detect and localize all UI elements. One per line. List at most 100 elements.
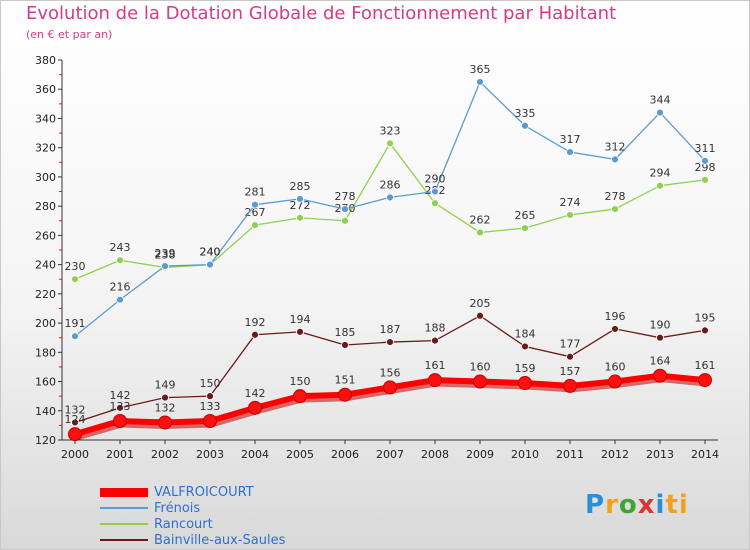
data-label: 335 xyxy=(515,107,536,120)
data-label: 298 xyxy=(695,161,716,174)
logo-letter: x xyxy=(637,490,656,520)
x-tick-label: 2014 xyxy=(691,448,719,461)
data-label: 150 xyxy=(200,377,221,390)
data-point xyxy=(611,155,619,164)
data-label: 240 xyxy=(200,246,221,259)
data-label: 156 xyxy=(380,366,401,379)
data-point xyxy=(296,194,304,203)
data-point xyxy=(566,211,574,219)
data-label: 194 xyxy=(290,313,311,326)
data-label: 187 xyxy=(380,323,401,336)
data-label: 192 xyxy=(245,316,266,329)
chart-title: Evolution de la Dotation Globale de Fonc… xyxy=(26,3,617,24)
data-label: 278 xyxy=(605,190,626,203)
data-point xyxy=(431,187,439,196)
data-label: 188 xyxy=(425,322,446,335)
data-point xyxy=(611,325,619,333)
data-point xyxy=(653,368,667,383)
legend-swatch xyxy=(100,523,148,525)
data-point xyxy=(203,414,217,428)
data-label: 157 xyxy=(560,365,581,378)
data-point xyxy=(698,373,712,388)
data-label: 240 xyxy=(200,246,221,259)
data-point xyxy=(248,400,262,415)
data-point xyxy=(386,193,394,202)
data-label: 267 xyxy=(245,206,266,219)
logo-letter: i xyxy=(655,490,666,520)
data-label: 142 xyxy=(110,389,131,402)
data-point xyxy=(113,414,127,428)
data-point xyxy=(701,175,709,184)
data-point xyxy=(383,380,397,395)
logo-letter: ti xyxy=(665,490,689,520)
data-point xyxy=(431,199,439,208)
y-tick-label: 360 xyxy=(35,83,56,96)
y-tick-label: 260 xyxy=(35,229,56,242)
data-point xyxy=(473,374,487,389)
data-point xyxy=(428,373,442,388)
data-point xyxy=(341,341,349,349)
data-point xyxy=(566,352,574,361)
x-tick-label: 2001 xyxy=(106,448,134,461)
data-label: 294 xyxy=(650,167,671,180)
legend-item: VALFROICOURT xyxy=(100,484,285,500)
data-label: 216 xyxy=(110,281,131,294)
data-point xyxy=(521,121,529,130)
data-point xyxy=(116,256,124,265)
data-label: 323 xyxy=(380,124,401,137)
data-label: 230 xyxy=(65,260,86,273)
proxiti-logo: Proxiti xyxy=(585,490,689,520)
x-tick-label: 2005 xyxy=(286,448,314,461)
data-point xyxy=(701,156,709,165)
data-label: 133 xyxy=(200,400,221,413)
x-tick-label: 2003 xyxy=(196,448,224,461)
data-label: 272 xyxy=(290,199,311,212)
data-point xyxy=(161,393,169,402)
y-tick-label: 280 xyxy=(35,200,56,213)
logo-letter: r xyxy=(605,490,619,520)
data-label: 161 xyxy=(425,359,446,372)
data-label: 265 xyxy=(515,209,536,222)
data-point xyxy=(476,311,484,320)
data-label: 150 xyxy=(290,375,311,388)
data-point xyxy=(296,213,304,222)
data-label: 195 xyxy=(695,311,716,324)
data-point xyxy=(206,392,214,401)
data-point xyxy=(521,342,529,351)
data-point xyxy=(251,330,259,339)
x-tick-label: 2011 xyxy=(556,448,584,461)
data-label: 278 xyxy=(335,190,356,203)
data-label: 290 xyxy=(425,173,446,186)
data-label: 190 xyxy=(650,319,671,332)
legend-label: Frénois xyxy=(154,500,201,516)
data-point xyxy=(293,389,307,404)
y-tick-label: 200 xyxy=(35,317,56,330)
data-point xyxy=(431,336,439,345)
data-point xyxy=(656,181,664,190)
logo-letter: o xyxy=(618,490,638,520)
legend-item: Rancourt xyxy=(100,516,285,532)
data-point xyxy=(71,275,79,284)
data-label: 164 xyxy=(650,355,671,368)
data-label: 191 xyxy=(65,317,86,330)
data-label: 344 xyxy=(650,94,671,107)
data-point xyxy=(206,260,214,269)
y-tick-label: 320 xyxy=(35,142,56,155)
chart-legend: VALFROICOURT Frénois Rancourt Bainville-aux… xyxy=(100,484,285,548)
data-label: 160 xyxy=(605,361,626,374)
data-point xyxy=(68,427,82,442)
data-point xyxy=(341,216,349,225)
legend-label: Bainville-aux-Saules xyxy=(154,532,286,548)
logo-letter: P xyxy=(585,490,606,520)
data-label: 132 xyxy=(155,401,176,414)
x-tick-label: 2010 xyxy=(511,448,539,461)
data-point xyxy=(71,332,79,341)
y-tick-label: 160 xyxy=(35,376,56,389)
data-point xyxy=(656,108,664,117)
data-label: 185 xyxy=(335,326,356,339)
data-label: 133 xyxy=(110,400,131,413)
data-point xyxy=(656,333,664,342)
data-label: 262 xyxy=(470,213,491,226)
data-point xyxy=(158,415,172,430)
